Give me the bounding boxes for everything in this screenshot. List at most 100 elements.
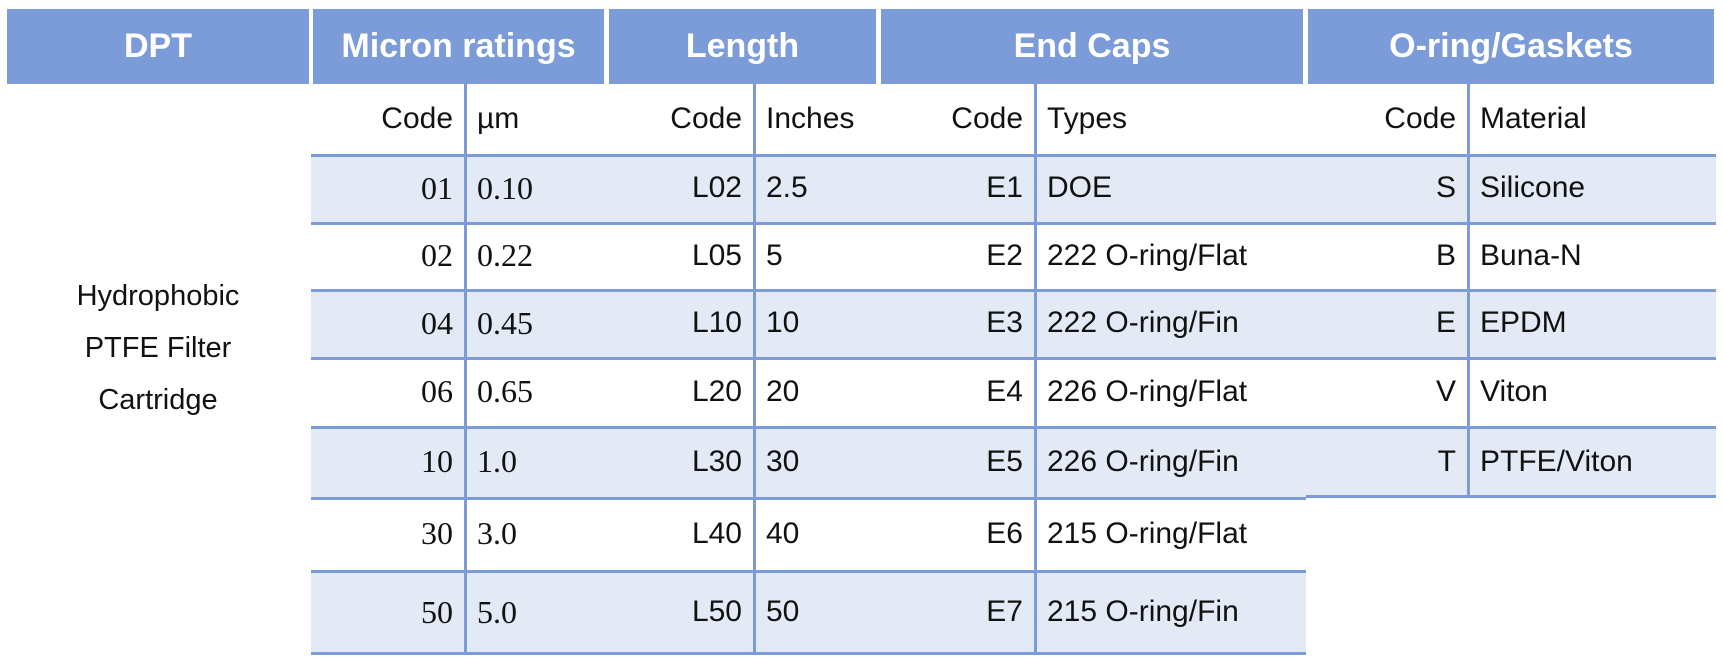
code-cell: 02 xyxy=(421,237,453,273)
subheader: µm xyxy=(477,102,520,135)
subheader: Code xyxy=(1384,102,1456,135)
code-cell: L05 xyxy=(691,238,742,272)
code-cell: E1 xyxy=(986,171,1023,204)
value-cell: 0.45 xyxy=(477,304,533,341)
row-bg xyxy=(311,426,606,497)
subheader: Code xyxy=(381,102,453,135)
code-cell: 01 xyxy=(421,169,453,206)
row-border xyxy=(311,652,606,655)
row-bg xyxy=(606,497,878,570)
code-cell: S xyxy=(1435,171,1456,204)
row-bg xyxy=(606,289,878,357)
code-cell: T xyxy=(1437,444,1456,478)
code-cell: V xyxy=(1435,374,1456,408)
subheader: Code xyxy=(951,102,1023,135)
value-cell: 5.0 xyxy=(477,593,517,630)
row-bg xyxy=(606,426,878,497)
value-cell: 222 O-ring/Fin xyxy=(1047,306,1239,339)
subheader: Code xyxy=(670,102,742,135)
row-bg xyxy=(878,570,1306,654)
value-cell: 226 O-ring/Flat xyxy=(1047,374,1248,408)
code-cell: B xyxy=(1435,238,1456,272)
column-divider xyxy=(1034,84,1037,654)
row-bg xyxy=(311,357,606,426)
code-cell: 10 xyxy=(421,443,453,479)
subheader: Types xyxy=(1047,102,1128,135)
code-cell: L50 xyxy=(691,595,742,628)
code-cell: L20 xyxy=(691,374,742,408)
row-bg xyxy=(606,570,878,654)
header-cell: Micron ratings xyxy=(313,9,604,84)
row-bg xyxy=(878,222,1306,289)
product-line: PTFE Filter xyxy=(84,332,232,364)
value-cell: 0.65 xyxy=(477,373,533,409)
header-cell: Length xyxy=(609,9,876,84)
value-cell: DOE xyxy=(1047,171,1113,204)
value-cell: 226 O-ring/Fin xyxy=(1047,444,1239,478)
column-divider xyxy=(1467,84,1470,497)
value-cell: 50 xyxy=(766,595,800,628)
code-cell: 30 xyxy=(421,515,453,551)
value-cell: 2.5 xyxy=(766,171,808,204)
row-bg xyxy=(311,289,606,357)
column-divider xyxy=(464,84,467,654)
code-cell: E7 xyxy=(986,595,1023,628)
row-bg xyxy=(311,570,606,654)
code-cell: E3 xyxy=(986,306,1023,339)
row-bg xyxy=(311,154,606,222)
value-cell: 5 xyxy=(766,238,783,272)
value-cell: 40 xyxy=(766,516,800,550)
row-bg xyxy=(878,154,1306,222)
row-bg xyxy=(606,357,878,426)
code-cell: L02 xyxy=(691,171,742,204)
value-cell: 10 xyxy=(766,306,800,339)
subheader: Inches xyxy=(766,102,855,135)
value-cell: 215 O-ring/Fin xyxy=(1047,595,1239,628)
code-cell: E4 xyxy=(986,374,1023,408)
header-cell: End Caps xyxy=(881,9,1303,84)
row-bg xyxy=(878,357,1306,426)
code-cell: E5 xyxy=(986,444,1023,478)
row-bg xyxy=(1306,289,1716,357)
header-cell: O-ring/Gaskets xyxy=(1308,9,1714,84)
value-cell: Silicone xyxy=(1480,171,1586,204)
header-cell: DPT xyxy=(7,9,309,84)
row-border xyxy=(1306,495,1716,498)
code-cell: 50 xyxy=(421,593,453,630)
value-cell: 20 xyxy=(766,374,800,408)
row-bg xyxy=(311,497,606,570)
value-cell: Viton xyxy=(1480,374,1548,408)
row-bg xyxy=(878,497,1306,570)
code-cell: E xyxy=(1435,306,1456,339)
value-cell: 0.22 xyxy=(477,237,533,273)
value-cell: Buna-N xyxy=(1480,238,1582,272)
row-bg xyxy=(1306,426,1716,497)
value-cell: EPDM xyxy=(1480,306,1567,339)
code-cell: L30 xyxy=(691,444,742,478)
row-border xyxy=(606,652,878,655)
value-cell: 222 O-ring/Flat xyxy=(1047,238,1248,272)
code-cell: E2 xyxy=(986,238,1023,272)
row-border xyxy=(878,652,1306,655)
row-bg xyxy=(1306,357,1716,426)
row-bg xyxy=(606,154,878,222)
value-cell: PTFE/Viton xyxy=(1480,444,1633,478)
column-divider xyxy=(753,84,756,654)
code-cell: E6 xyxy=(986,516,1023,550)
code-cell: 04 xyxy=(421,304,453,341)
code-cell: 06 xyxy=(421,373,453,409)
row-bg xyxy=(1306,154,1716,222)
product-line: Hydrophobic xyxy=(76,280,240,312)
value-cell: 215 O-ring/Flat xyxy=(1047,516,1248,550)
product-line: Cartridge xyxy=(98,384,218,416)
value-cell: 0.10 xyxy=(477,169,533,206)
value-cell: 1.0 xyxy=(477,443,517,479)
row-bg xyxy=(311,222,606,289)
row-bg xyxy=(878,426,1306,497)
value-cell: 30 xyxy=(766,444,800,478)
code-cell: L10 xyxy=(691,306,742,339)
row-bg xyxy=(1306,222,1716,289)
row-bg xyxy=(606,222,878,289)
value-cell: 3.0 xyxy=(477,515,517,551)
